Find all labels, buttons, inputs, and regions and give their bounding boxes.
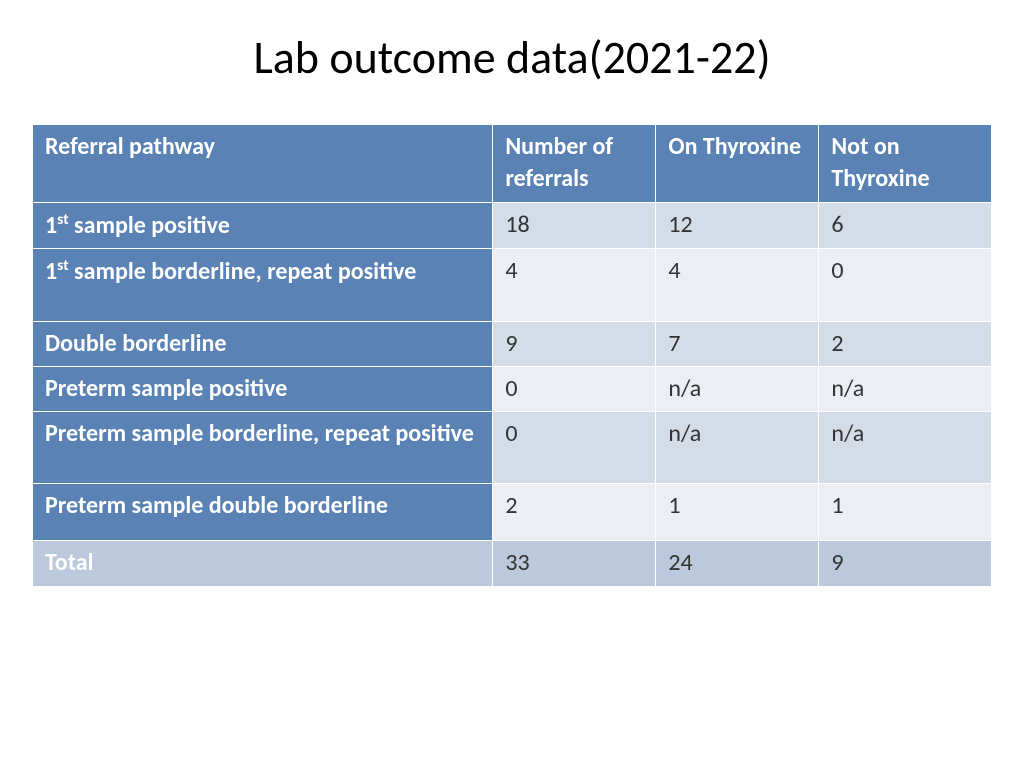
table-total-row: Total33249 <box>33 541 992 586</box>
table-row: 1st sample positive18126 <box>33 202 992 248</box>
row-label: Double borderline <box>33 321 493 366</box>
table-row: 1st sample borderline, repeat positive44… <box>33 249 992 321</box>
table-header-row: Referral pathway Number of referrals On … <box>33 125 992 203</box>
table-row: Double borderline972 <box>33 321 992 366</box>
page-title: Lab outcome data(2021-22) <box>32 30 992 86</box>
table-row: Preterm sample borderline, repeat positi… <box>33 412 992 483</box>
table-cell: 4 <box>656 249 819 321</box>
table-cell: 0 <box>819 249 992 321</box>
table-cell: 9 <box>819 541 992 586</box>
table-cell: 12 <box>656 202 819 248</box>
col-header: Not on Thyroxine <box>819 125 992 203</box>
table-row: Preterm sample positive0n/an/a <box>33 366 992 411</box>
col-header: On Thyroxine <box>656 125 819 203</box>
table-cell: n/a <box>656 366 819 411</box>
table-cell: 0 <box>493 366 656 411</box>
table-cell: 18 <box>493 202 656 248</box>
table-cell: 9 <box>493 321 656 366</box>
outcome-table: Referral pathway Number of referrals On … <box>32 124 992 587</box>
slide: Lab outcome data(2021-22) Referral pathw… <box>0 0 1024 768</box>
table-cell: 2 <box>819 321 992 366</box>
col-header: Number of referrals <box>493 125 656 203</box>
table-cell: 33 <box>493 541 656 586</box>
table-cell: 2 <box>493 483 656 540</box>
table-cell: 24 <box>656 541 819 586</box>
row-label: Preterm sample borderline, repeat positi… <box>33 412 493 483</box>
row-label: Preterm sample positive <box>33 366 493 411</box>
table-cell: 0 <box>493 412 656 483</box>
row-label: Total <box>33 541 493 586</box>
table-cell: 1 <box>819 483 992 540</box>
row-label: Preterm sample double borderline <box>33 483 493 540</box>
col-header: Referral pathway <box>33 125 493 203</box>
table-cell: 6 <box>819 202 992 248</box>
row-label: 1st sample positive <box>33 202 493 248</box>
table-cell: 7 <box>656 321 819 366</box>
table-cell: 1 <box>656 483 819 540</box>
table-cell: n/a <box>819 412 992 483</box>
table-cell: 4 <box>493 249 656 321</box>
row-label: 1st sample borderline, repeat positive <box>33 249 493 321</box>
table-row: Preterm sample double borderline211 <box>33 483 992 540</box>
table-cell: n/a <box>656 412 819 483</box>
table-cell: n/a <box>819 366 992 411</box>
